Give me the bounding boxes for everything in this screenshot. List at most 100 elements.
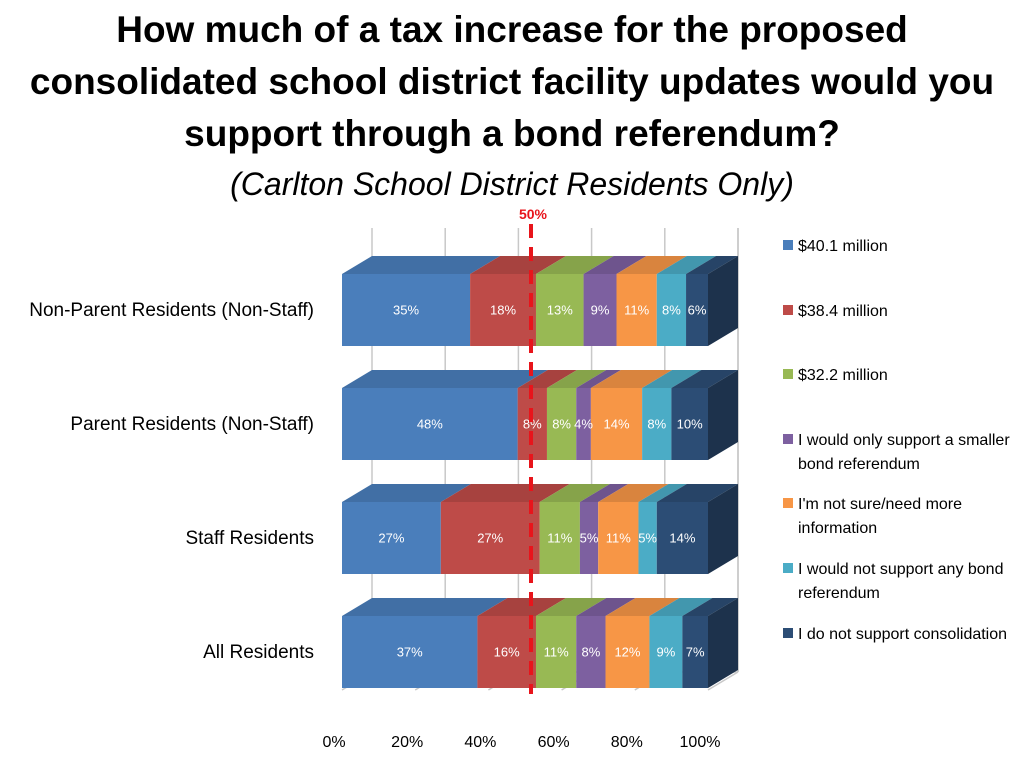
bar-side [708, 256, 738, 346]
bar-segment-top [590, 370, 673, 388]
bar-segment [579, 502, 599, 574]
legend-swatch [783, 240, 793, 250]
bar-segment-top [517, 370, 577, 388]
bar-segment-top [656, 256, 717, 274]
bar-segment [342, 388, 518, 460]
bar-segment-top [342, 598, 508, 616]
legend-label: I'm not sure/need more information [798, 496, 962, 537]
bar-segment [342, 274, 471, 346]
legend-label: $38.4 million [798, 303, 888, 320]
bar-segment [649, 616, 683, 688]
bar-segment [642, 388, 672, 460]
data-label: 11% [544, 645, 569, 660]
x-tick-label: 40% [464, 734, 496, 751]
bar-segment-top [686, 256, 738, 274]
x-tick-label: 0% [322, 734, 345, 751]
bar-side [708, 484, 738, 574]
legend-label: $40.1 million [798, 238, 888, 255]
legend-swatch [783, 498, 793, 508]
x-tick-label: 20% [391, 734, 423, 751]
data-label: 18% [490, 303, 516, 318]
bar-segment [656, 502, 708, 574]
bar-segment-top [583, 256, 647, 274]
chart-subtitle: (Carlton School District Residents Only) [230, 166, 794, 202]
bar-segment [656, 274, 687, 346]
bar-segment [477, 616, 536, 688]
bar-segment [539, 502, 580, 574]
bar-segment-top [671, 370, 738, 388]
bar-segment-top [605, 598, 680, 616]
data-label: 27% [477, 531, 503, 546]
legend-label: I do not support consolidation [798, 626, 1007, 643]
legend-swatch [783, 369, 793, 379]
bar-segment-top [649, 598, 713, 616]
bar-segment-top [579, 484, 629, 502]
bar-segment [342, 616, 478, 688]
data-label: 14% [669, 531, 695, 546]
bar-segment [682, 616, 708, 688]
bar-segment [616, 274, 657, 346]
bar-segment [535, 616, 577, 688]
data-label: 11% [606, 531, 631, 546]
legend-swatch [783, 563, 793, 573]
data-label: 9% [591, 303, 610, 318]
legend-swatch [783, 434, 793, 444]
bar-segment-top [576, 598, 636, 616]
data-label: 14% [603, 417, 629, 432]
data-label: 5% [580, 531, 599, 546]
data-label: 5% [638, 531, 657, 546]
legend-label: $32.2 million [798, 367, 888, 384]
data-label: 13% [547, 303, 573, 318]
bar-segment-top [682, 598, 738, 616]
bar-segment-top [638, 484, 687, 502]
bar-segment-top [576, 370, 621, 388]
bar-segment-top [342, 256, 501, 274]
bar-side [708, 598, 738, 688]
bar-segment [576, 388, 591, 460]
x-tick-label: 60% [538, 734, 570, 751]
bar-segment [342, 502, 441, 574]
data-label: 35% [393, 303, 419, 318]
data-label: 12% [614, 645, 640, 660]
bar-segment [638, 502, 657, 574]
bar-segment-top [642, 370, 702, 388]
category-label: Staff Residents [185, 528, 314, 549]
category-label: Non-Parent Residents (Non-Staff) [29, 300, 314, 321]
x-tick-label: 80% [611, 734, 643, 751]
data-label: 16% [494, 645, 520, 660]
bar-segment [576, 616, 606, 688]
legend-swatch [783, 628, 793, 638]
data-label: 8% [662, 303, 681, 318]
chart-title: How much of a tax increase for the propo… [29, 9, 995, 154]
bar-side [708, 370, 738, 460]
category-label: All Residents [203, 642, 314, 663]
bar-segment-top [342, 370, 548, 388]
bar-segment-top [342, 484, 471, 502]
bar-segment-top [535, 598, 607, 616]
data-label: 37% [397, 645, 423, 660]
legend-label: I would only support a smaller bond refer… [798, 432, 1010, 473]
data-label: 9% [657, 645, 676, 660]
data-label: 6% [688, 303, 707, 318]
bar-segment [686, 274, 708, 346]
bar-segment [470, 274, 536, 346]
legend-swatch [783, 305, 793, 315]
data-label: 27% [378, 531, 404, 546]
category-label: Parent Residents (Non-Staff) [70, 414, 314, 435]
bar-segment [671, 388, 708, 460]
bar-segment [546, 388, 577, 460]
data-label: 48% [417, 417, 443, 432]
bar-segment [583, 274, 617, 346]
bar-segment-top [656, 484, 738, 502]
bar-segment-top [539, 484, 610, 502]
data-label: 8% [552, 417, 571, 432]
bar-segment [440, 502, 540, 574]
data-label: 7% [686, 645, 705, 660]
data-label: 4% [574, 417, 593, 432]
gridline-floor [707, 671, 739, 691]
bar-segment [517, 388, 547, 460]
bar-segment [590, 388, 643, 460]
bar-segment-top [477, 598, 566, 616]
bar-segment [598, 502, 639, 574]
bar-segment-top [535, 256, 614, 274]
